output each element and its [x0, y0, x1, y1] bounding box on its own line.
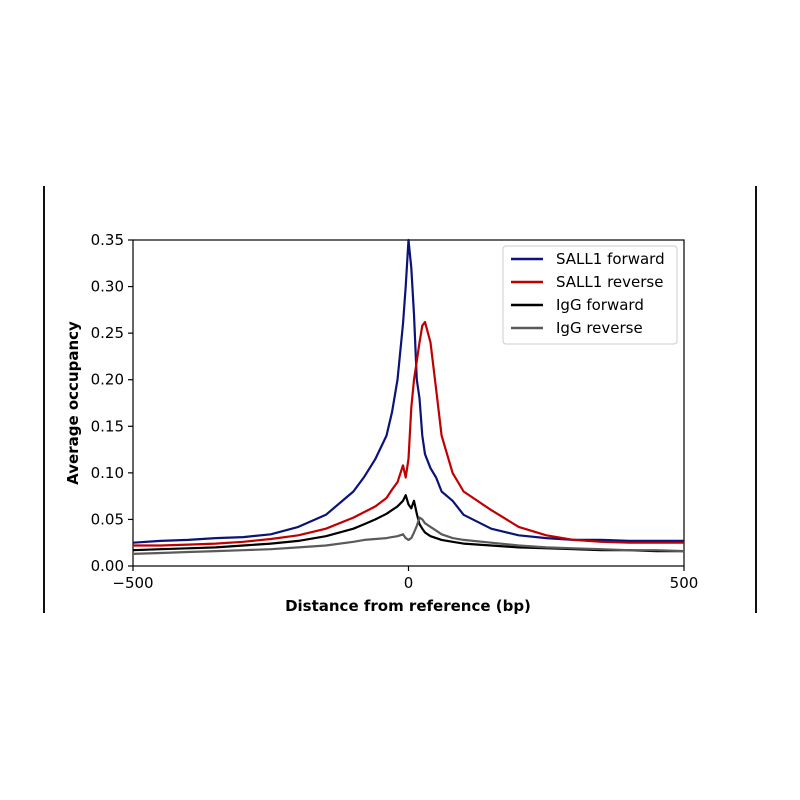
y-tick-label: 0.35 — [91, 231, 124, 249]
legend-label-1: SALL1 reverse — [556, 273, 663, 291]
x-axis: −500 0 500 — [112, 566, 698, 592]
legend-label-0: SALL1 forward — [556, 250, 665, 268]
y-tick-label: 0.30 — [91, 278, 124, 296]
series-line-0 — [132, 238, 684, 544]
legend-box — [502, 245, 678, 345]
series-line-2 — [132, 494, 684, 553]
legend-label-3: IgG reverse — [556, 319, 643, 337]
y-tick-label: 0.05 — [91, 510, 124, 528]
series-line-1 — [133, 320, 684, 547]
y-axis-title: Average occupancy — [64, 321, 82, 485]
y-tick-label: 0.15 — [91, 417, 124, 435]
legend-label-2: IgG forward — [556, 296, 644, 314]
x-axis-title: Distance from reference (bp) — [285, 597, 531, 615]
x-tick-label: 0 — [404, 574, 414, 592]
series-layer — [132, 238, 685, 555]
x-tick-label: −500 — [112, 574, 153, 592]
y-tick-label: 0.25 — [91, 324, 124, 342]
series-line-3 — [132, 516, 685, 555]
frame-right-border — [755, 186, 757, 613]
y-axis: 0.00 0.05 0.10 0.15 0.20 0.25 0.30 0.35 — [91, 231, 133, 575]
y-tick-label: 0.00 — [91, 557, 124, 575]
y-tick-label: 0.20 — [91, 371, 124, 389]
x-tick-label: 500 — [670, 574, 699, 592]
frame-left-border — [43, 186, 45, 613]
legend: SALL1 forward SALL1 reverse IgG forward IgG… — [502, 245, 678, 345]
y-tick-label: 0.10 — [91, 464, 124, 482]
